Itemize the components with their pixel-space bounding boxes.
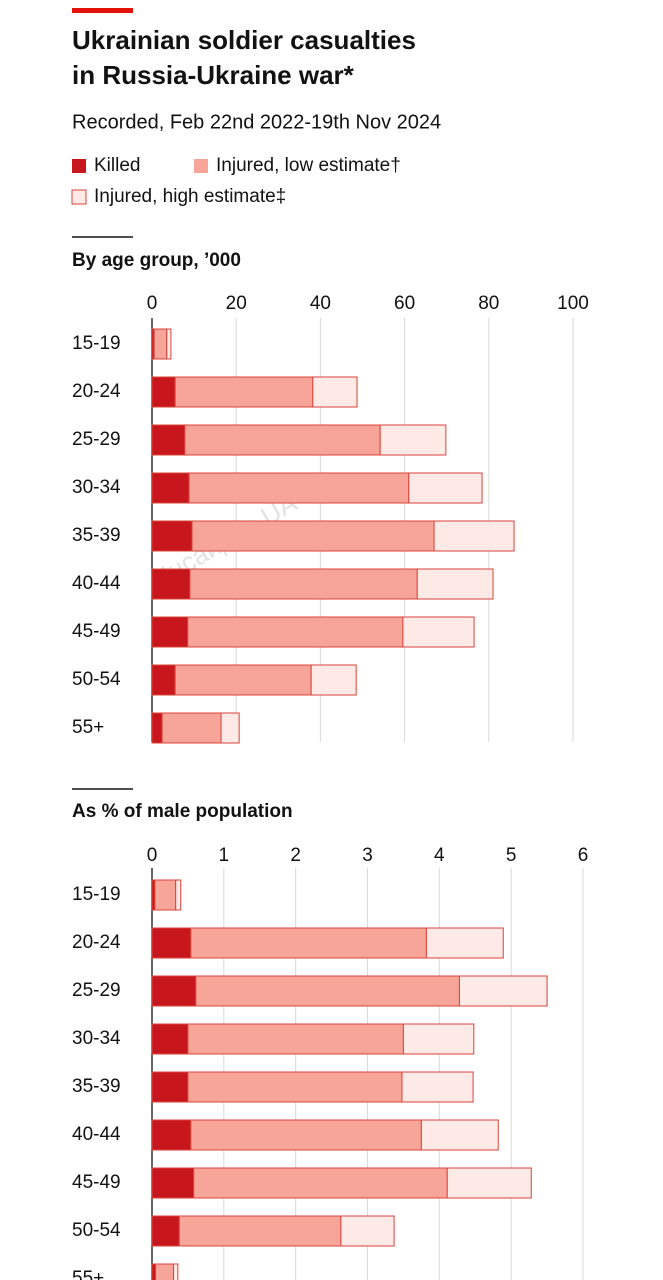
bar-segment (416, 568, 494, 600)
x-tick-label: 20 (226, 293, 247, 314)
y-tick-label: 55+ (72, 1268, 104, 1280)
bar-segment (178, 1215, 342, 1247)
bar-segment (340, 1215, 395, 1247)
bar-segment (151, 472, 190, 504)
legend-swatch (71, 189, 87, 205)
legend-label: Killed (94, 155, 140, 176)
bar-segment (408, 472, 483, 504)
bar-segment (155, 1263, 175, 1280)
bar-segment (151, 1263, 157, 1280)
bar-segment (191, 520, 435, 552)
bar-segment (151, 520, 193, 552)
y-tick-label: 40-44 (72, 1124, 121, 1145)
y-tick-label: 50-54 (72, 669, 121, 690)
y-tick-label: 35-39 (72, 1076, 121, 1097)
brand-bar (72, 8, 133, 13)
bar-segment (151, 1119, 192, 1151)
bar-segment (402, 616, 475, 648)
bar-segment (173, 1263, 179, 1280)
bar-segment (433, 520, 515, 552)
y-tick-label: 55+ (72, 717, 104, 738)
x-tick-label: 100 (557, 293, 589, 314)
x-tick-label: 3 (362, 845, 373, 866)
bar-segment (190, 927, 427, 959)
x-tick-label: 40 (310, 293, 331, 314)
bar-segment (401, 1071, 474, 1103)
x-tick-label: 0 (147, 293, 158, 314)
legend-swatch (72, 159, 86, 173)
bar-segment (420, 1119, 499, 1151)
bar-segment (189, 568, 418, 600)
bar-segment (458, 975, 548, 1007)
bar-segment (175, 879, 182, 911)
x-tick-label: 4 (434, 845, 445, 866)
legend-label: Injured, high estimate‡ (94, 186, 286, 207)
bar-segment (153, 328, 168, 360)
y-tick-label: 20-24 (72, 932, 121, 953)
x-tick-label: 5 (506, 845, 517, 866)
bar-segment (151, 975, 197, 1007)
bar-segment (151, 1023, 189, 1055)
legend-label: Injured, low estimate† (216, 155, 401, 176)
chart-title: in Russia-Ukraine war* (72, 60, 355, 90)
y-tick-label: 20-24 (72, 381, 121, 402)
y-tick-label: 30-34 (72, 1028, 121, 1049)
bar-segment (151, 376, 176, 408)
bar-segment (195, 975, 460, 1007)
bar-segment (151, 1071, 189, 1103)
bar-segment (151, 1167, 195, 1199)
y-tick-label: 50-54 (72, 1220, 121, 1241)
bar-segment (174, 664, 312, 696)
y-tick-label: 25-29 (72, 980, 121, 1001)
bar-segment (187, 1071, 403, 1103)
y-tick-label: 30-34 (72, 477, 121, 498)
bar-segment (184, 424, 381, 456)
y-tick-label: 15-19 (72, 884, 121, 905)
section-title: By age group, ’000 (72, 250, 241, 271)
bar-segment (402, 1023, 475, 1055)
y-tick-label: 45-49 (72, 621, 121, 642)
bar-segment (312, 376, 358, 408)
y-tick-label: 45-49 (72, 1172, 121, 1193)
legend-swatch (194, 159, 208, 173)
bar-segment (161, 712, 222, 744)
y-tick-label: 35-39 (72, 525, 121, 546)
bar-segment (425, 927, 504, 959)
bar-segment (151, 712, 163, 744)
bar-segment (187, 1023, 404, 1055)
bar-segment (190, 1119, 422, 1151)
x-tick-label: 60 (394, 293, 415, 314)
bar-segment (151, 664, 176, 696)
bar-segment (220, 712, 240, 744)
x-tick-label: 80 (478, 293, 499, 314)
bar-segment (166, 328, 172, 360)
bar-segment (151, 927, 192, 959)
x-tick-label: 6 (578, 845, 589, 866)
bar-segment (188, 472, 410, 504)
bar-segment (154, 879, 177, 911)
bar-segment (379, 424, 447, 456)
bar-segment (151, 1215, 180, 1247)
y-tick-label: 15-19 (72, 333, 121, 354)
x-tick-label: 0 (147, 845, 158, 866)
y-tick-label: 40-44 (72, 573, 121, 594)
bar-segment (446, 1167, 532, 1199)
chart-title: Ukrainian soldier casualties (72, 25, 416, 55)
y-tick-label: 25-29 (72, 429, 121, 450)
bar-segment (174, 376, 314, 408)
x-tick-label: 2 (290, 845, 301, 866)
bar-segment (151, 568, 191, 600)
x-tick-label: 1 (219, 845, 230, 866)
bar-segment (187, 616, 404, 648)
bar-segment (193, 1167, 448, 1199)
bar-segment (151, 424, 186, 456)
section-title: As % of male population (72, 801, 293, 822)
subtitle: Recorded, Feb 22nd 2022-19th Nov 2024 (72, 111, 441, 133)
bar-segment (151, 616, 189, 648)
bar-segment (310, 664, 357, 696)
